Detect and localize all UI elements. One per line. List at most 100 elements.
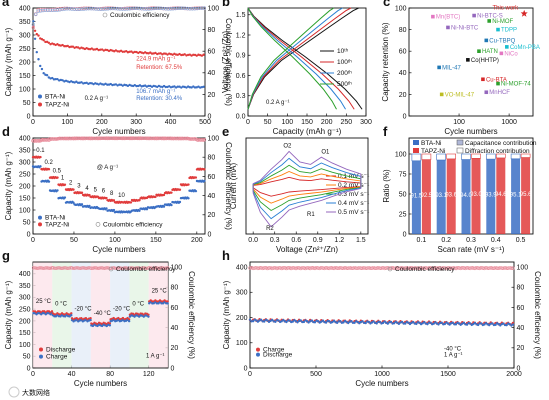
ce-point	[143, 266, 147, 270]
discharge-point	[423, 321, 426, 324]
ce-point	[308, 266, 312, 271]
ce-point	[105, 266, 109, 270]
ce-point	[166, 266, 170, 270]
point-marker	[496, 81, 500, 86]
ce-point	[487, 266, 491, 271]
ce-point	[44, 138, 48, 142]
x-tick-label: 1000	[374, 371, 390, 378]
watermark-text: 大数网络	[22, 388, 50, 397]
ce-point	[451, 266, 455, 270]
ce-point	[406, 266, 411, 271]
capacity-point	[170, 203, 173, 207]
capacity-point	[66, 44, 69, 48]
x-tick-label: 1000	[501, 119, 517, 126]
discharge-point	[508, 322, 511, 326]
x-tick-label: 250	[340, 119, 352, 126]
ce-point	[495, 266, 499, 270]
capacitance-bar	[411, 160, 421, 234]
ce-point	[354, 266, 358, 270]
y-axis-label: Current (mA)	[229, 163, 238, 210]
x-tick-label: 0	[248, 371, 252, 378]
ce-point	[197, 6, 202, 11]
ce-point	[370, 266, 374, 270]
temperature-band	[148, 262, 168, 368]
ce-point	[82, 266, 86, 270]
ce-point	[48, 8, 52, 12]
capacitance-bar	[471, 158, 481, 234]
y2-tick-label: 0	[208, 113, 212, 120]
annotation: Retention: 30.4%	[136, 96, 183, 102]
ce-point	[140, 266, 144, 270]
legend-ce-label: Coulombic efficiency	[110, 12, 170, 19]
ce-point	[365, 266, 369, 270]
ce-point	[99, 7, 103, 11]
ce-point	[154, 6, 158, 11]
ce-point	[248, 266, 252, 270]
ce-point	[439, 266, 444, 271]
x-tick-label: 0.3	[466, 237, 476, 244]
ce-point	[420, 266, 425, 271]
legend-swatch	[456, 147, 464, 154]
y-tick-label: 1.2	[236, 32, 246, 39]
panel-letter: h	[222, 248, 230, 263]
annotation: 106.7 mAh g⁻¹	[136, 89, 175, 95]
y-tick-label: 150	[19, 195, 31, 202]
discharge-curve	[247, 7, 346, 110]
ce-point	[298, 266, 303, 271]
discharge-point	[491, 322, 494, 325]
ce-point	[75, 266, 79, 270]
ce-point	[511, 266, 515, 270]
legend-bta-label: BTA-Ni	[45, 215, 65, 222]
discharge-point	[389, 320, 393, 324]
ce-point	[46, 8, 50, 12]
ce-point	[144, 7, 149, 11]
capacity-point	[63, 196, 67, 199]
capacity-point	[135, 84, 138, 88]
ce-point	[302, 266, 306, 270]
ce-point	[163, 266, 167, 270]
annotation: 224.9 mAh g⁻¹	[136, 57, 175, 63]
rate-label: 4	[85, 186, 89, 192]
x-tick-label: 1500	[440, 371, 456, 378]
capacity-point	[33, 37, 37, 40]
data-label: 93.6	[445, 192, 457, 198]
ce-point	[291, 266, 295, 270]
y-tick-label: 350	[19, 19, 31, 26]
panel-g: g 0 40 80 120 0 50 100 150 200 250 300 350 400 0 20 40 60…	[2, 248, 196, 388]
ce-point	[452, 266, 457, 270]
ce-point	[322, 266, 327, 271]
ce-point	[192, 7, 197, 11]
y2-tick-label: 100	[171, 264, 183, 271]
y2-tick-label: 20	[171, 345, 179, 352]
y-axis-label: Capacity (mAh g⁻¹)	[222, 280, 231, 349]
capacity-point	[178, 188, 182, 191]
ce-point	[425, 266, 430, 271]
ce-point	[127, 7, 132, 11]
ce-point	[149, 136, 153, 141]
data-label: 91.5	[411, 193, 423, 199]
ce-point	[401, 266, 406, 271]
temperature-label: -40 °C	[94, 311, 112, 317]
ce-point	[153, 266, 157, 270]
y2-tick-label: 40	[171, 325, 179, 332]
ce-point	[142, 136, 146, 140]
discharge-curve	[247, 7, 355, 110]
discharge-point	[462, 321, 466, 325]
discharge-point	[473, 321, 477, 325]
y-tick-label: 0	[244, 365, 248, 372]
ce-point	[53, 8, 57, 12]
y2-tick-label: 40	[208, 193, 216, 200]
plot-frame	[245, 137, 369, 235]
ce-point	[96, 7, 101, 11]
ce-point	[124, 136, 129, 141]
ce-point	[93, 136, 97, 141]
ce-point	[124, 266, 128, 270]
data-label: 94.0	[460, 193, 472, 199]
legend-bta-marker	[38, 94, 42, 99]
ce-point	[195, 6, 199, 11]
y-tick-label: 350	[19, 283, 31, 290]
ce-point	[273, 266, 278, 270]
capacity-point	[106, 83, 109, 86]
ce-point	[158, 136, 162, 141]
data-label: 95.6	[520, 192, 532, 198]
